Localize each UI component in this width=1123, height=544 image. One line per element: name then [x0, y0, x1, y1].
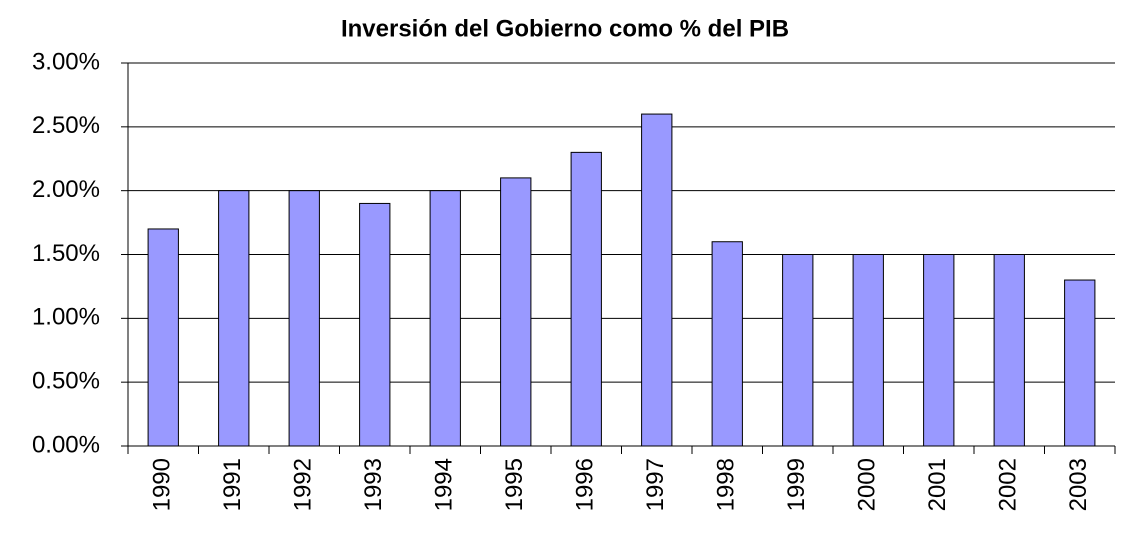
y-tick-label: 3.00% — [32, 48, 100, 75]
y-tick-label: 0.00% — [32, 431, 100, 458]
bar — [641, 113, 673, 447]
y-tick-label: 0.50% — [32, 368, 100, 395]
x-tick-label: 1995 — [501, 458, 528, 511]
y-tick-label: 2.00% — [32, 176, 100, 203]
bar — [852, 254, 884, 447]
x-tick-label: 1997 — [642, 458, 669, 511]
chart-title: Inversión del Gobierno como % del PIB — [341, 15, 789, 42]
bar — [359, 202, 391, 447]
bar — [782, 254, 814, 447]
bar — [711, 241, 743, 447]
y-tick-label: 1.00% — [32, 304, 100, 331]
x-tick-label: 1992 — [290, 458, 317, 511]
x-tick-label: 1999 — [783, 458, 810, 511]
bar — [923, 254, 955, 447]
x-tick-label: 2003 — [1065, 458, 1092, 511]
bar — [570, 151, 602, 447]
bar — [993, 254, 1025, 447]
x-tick-label: 1994 — [431, 458, 458, 511]
x-tick-label: 1993 — [360, 458, 387, 511]
x-tick-label: 2002 — [995, 458, 1022, 511]
x-tick-label: 1990 — [149, 458, 176, 511]
x-tick-label: 2001 — [924, 458, 951, 511]
bar — [147, 228, 179, 447]
x-tick-label: 2000 — [854, 458, 881, 511]
x-tick-label: 1996 — [572, 458, 599, 511]
y-tick-label: 2.50% — [32, 112, 100, 139]
x-tick-label: 1991 — [219, 458, 246, 511]
bar — [429, 190, 461, 447]
bar — [218, 190, 250, 447]
bar — [288, 190, 320, 447]
x-tick-label: 1998 — [713, 458, 740, 511]
bar — [1064, 279, 1096, 447]
y-tick-label: 1.50% — [32, 240, 100, 267]
bar — [500, 177, 532, 447]
